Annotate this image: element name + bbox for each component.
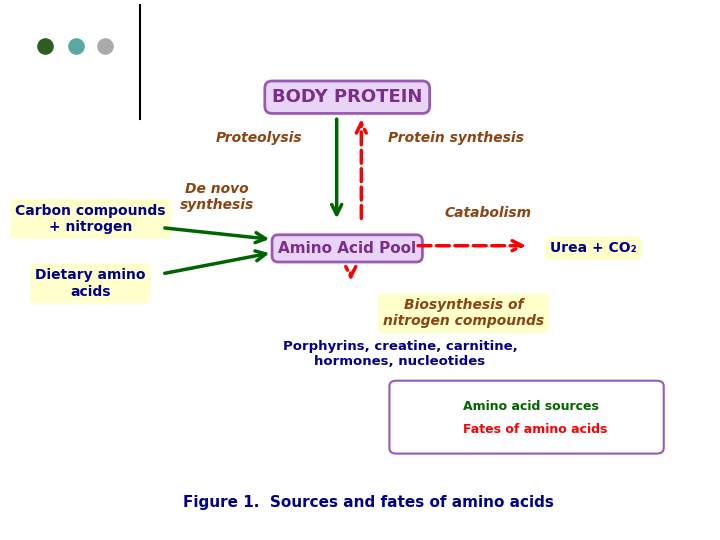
Text: Dietary amino
acids: Dietary amino acids [35, 268, 145, 299]
FancyArrowPatch shape [332, 119, 342, 214]
FancyArrowPatch shape [418, 401, 441, 411]
Text: Urea + CO₂: Urea + CO₂ [550, 241, 636, 255]
FancyArrowPatch shape [165, 251, 266, 273]
FancyArrowPatch shape [418, 424, 441, 434]
FancyArrowPatch shape [356, 123, 366, 218]
FancyArrowPatch shape [165, 228, 266, 242]
Text: Figure 1.  Sources and fates of amino acids: Figure 1. Sources and fates of amino aci… [183, 495, 554, 510]
Text: Catabolism: Catabolism [444, 206, 531, 220]
Text: Carbon compounds
+ nitrogen: Carbon compounds + nitrogen [15, 204, 166, 234]
Text: Porphyrins, creatine, carnitine,
hormones, nucleotides: Porphyrins, creatine, carnitine, hormone… [283, 340, 518, 368]
Text: Fates of amino acids: Fates of amino acids [463, 423, 608, 436]
FancyArrowPatch shape [418, 241, 522, 251]
Text: BODY PROTEIN: BODY PROTEIN [272, 88, 423, 106]
Text: Protein synthesis: Protein synthesis [388, 131, 524, 145]
Text: Amino Acid Pool: Amino Acid Pool [278, 241, 416, 256]
Text: De novo
synthesis: De novo synthesis [180, 182, 254, 212]
Text: Proteolysis: Proteolysis [216, 131, 302, 145]
Text: Biosynthesis of
nitrogen compounds: Biosynthesis of nitrogen compounds [383, 298, 544, 328]
Text: Amino acid sources: Amino acid sources [463, 400, 599, 413]
FancyArrowPatch shape [346, 267, 356, 276]
FancyBboxPatch shape [390, 381, 664, 454]
